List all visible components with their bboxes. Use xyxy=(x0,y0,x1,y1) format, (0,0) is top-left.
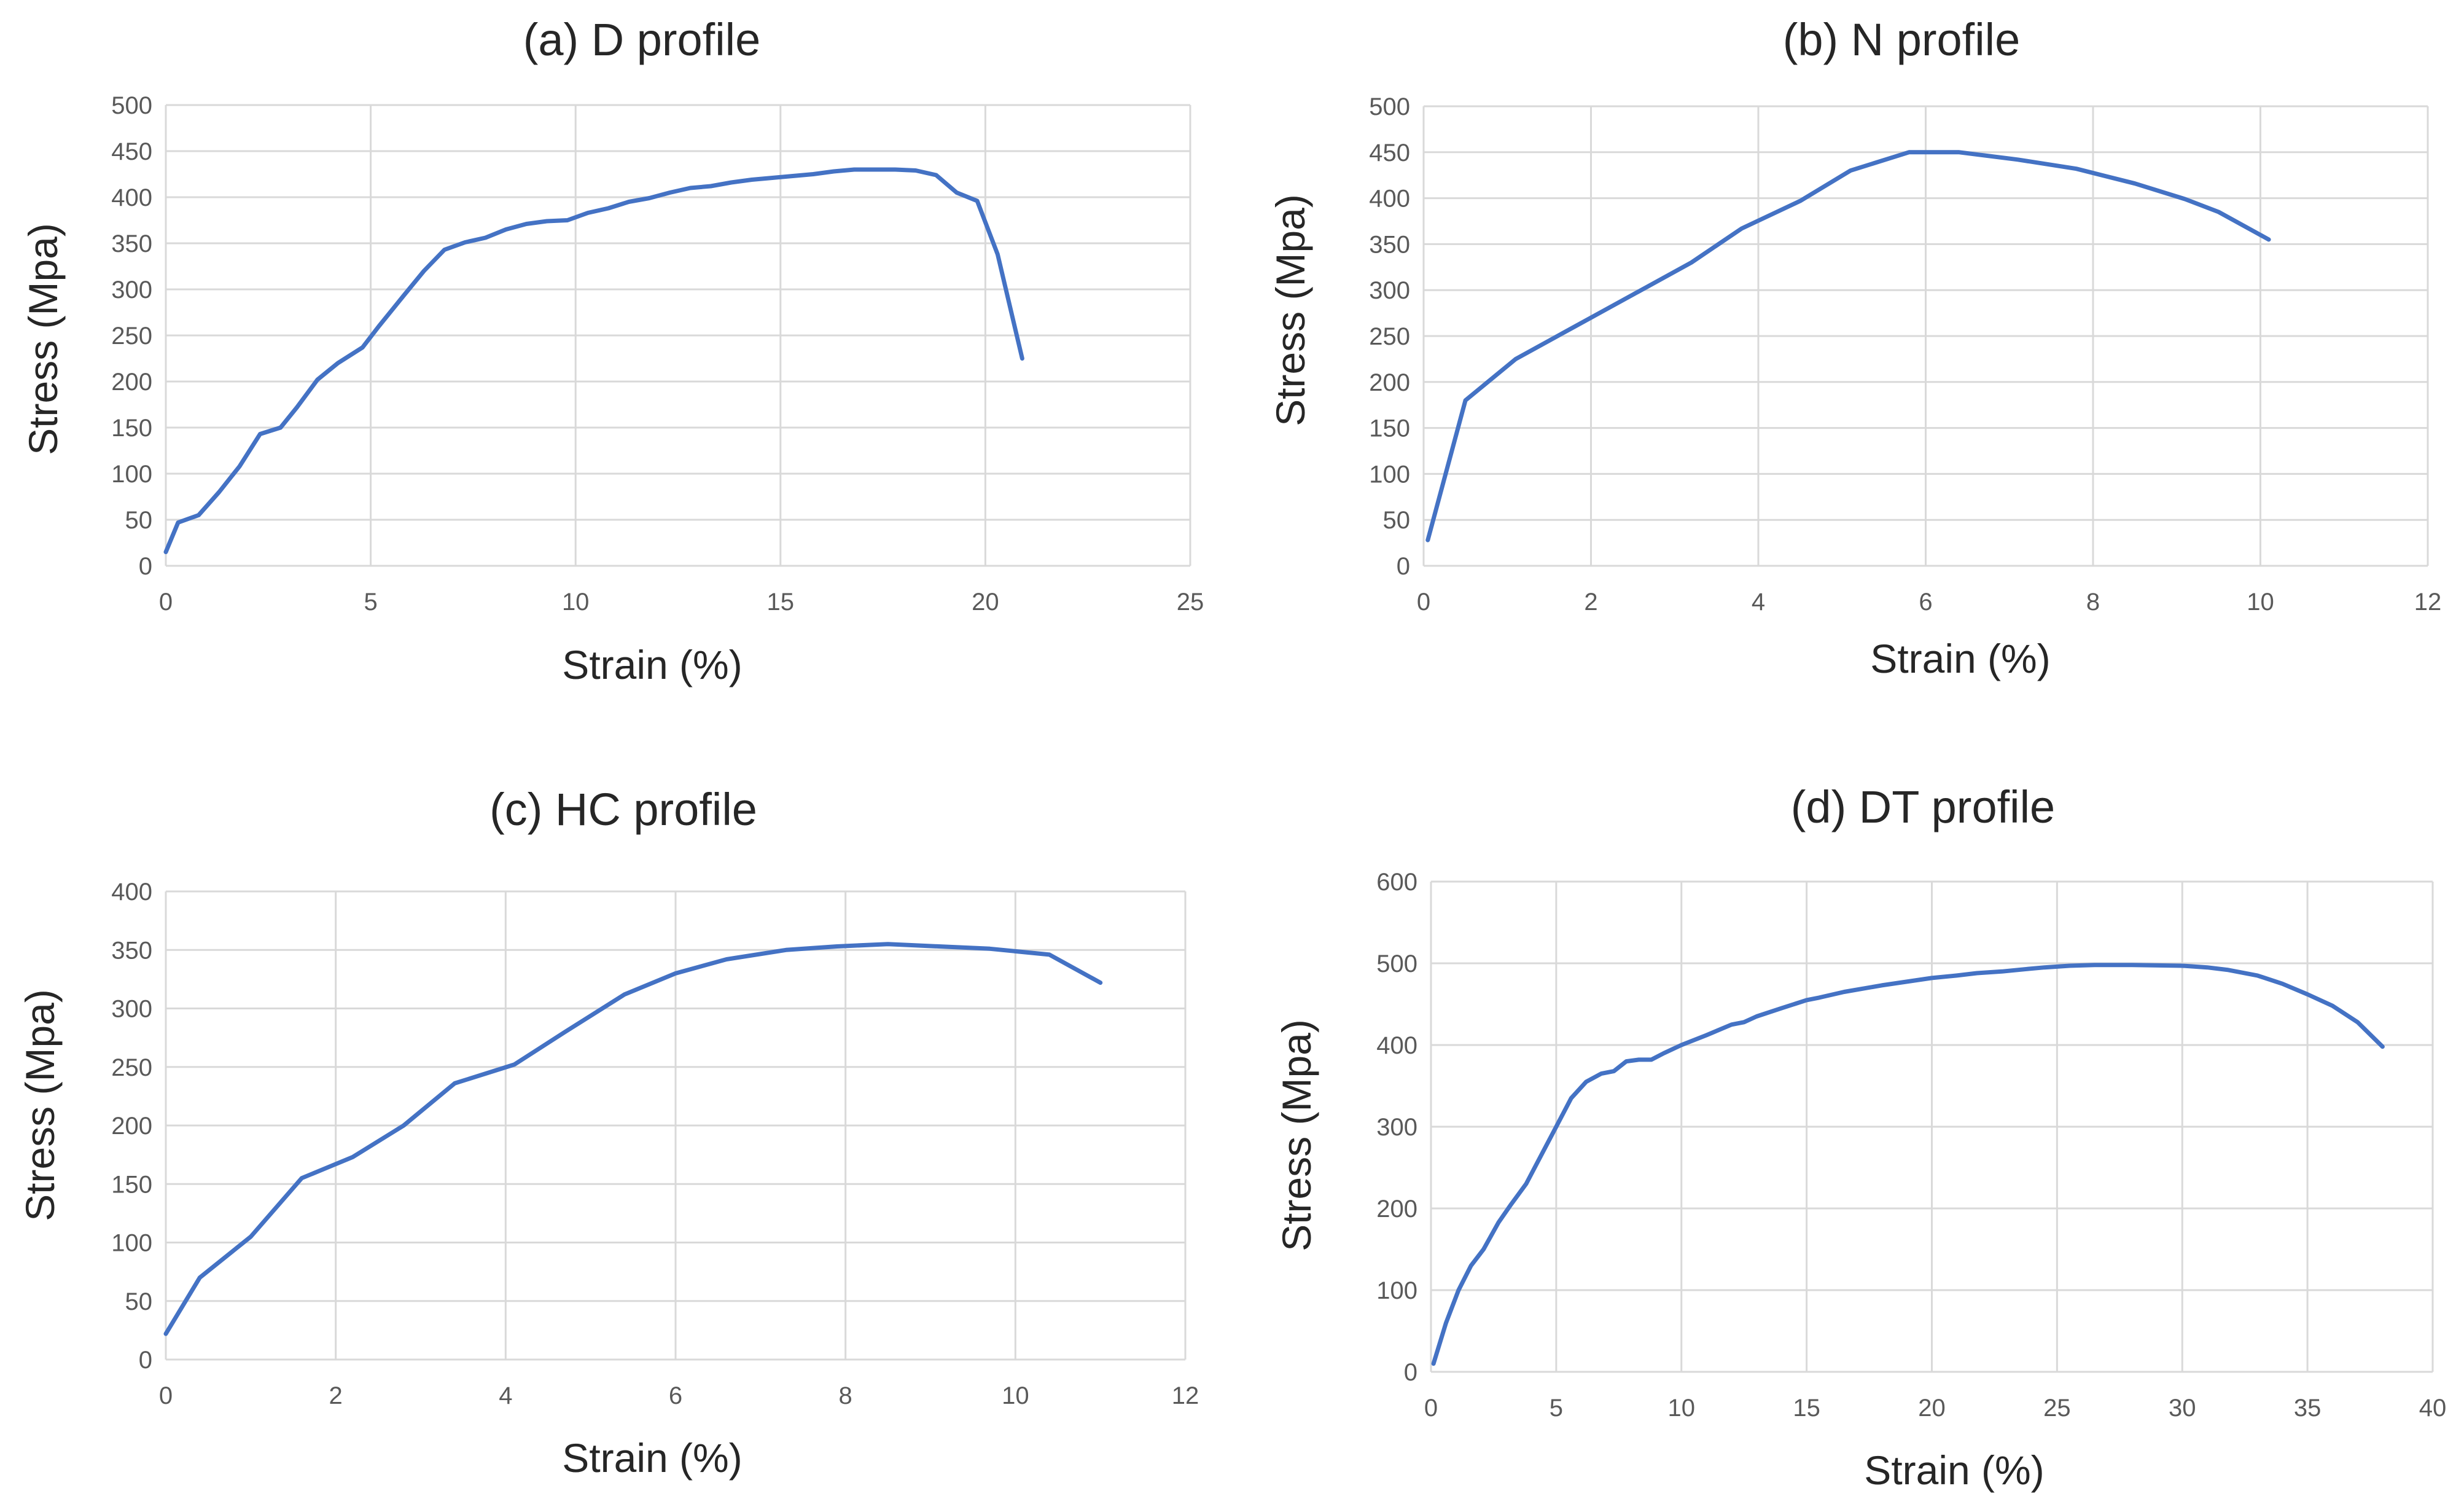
series-line-1 xyxy=(1431,963,2385,1366)
chart-b: (b) N profile Strain (%) Stress (Mpa) 0 5… xyxy=(1268,14,2441,681)
y-axis-label: Stress (Mpa) xyxy=(17,989,63,1221)
x-tick-label: 6 xyxy=(1919,589,1932,616)
y-tick-label: 250 xyxy=(111,1054,152,1081)
x-axis-label: Strain (%) xyxy=(1864,1447,2044,1493)
y-tick-label: 350 xyxy=(111,230,152,257)
y-tick-label: 150 xyxy=(111,1171,152,1198)
y-tick-label: 400 xyxy=(111,879,152,906)
y-tick-label: 350 xyxy=(1369,231,1410,258)
y-tick-label: 450 xyxy=(1369,139,1410,166)
y-axis-label: Stress (Mpa) xyxy=(20,223,66,455)
y-tick-label: 200 xyxy=(1376,1196,1417,1223)
y-tick-label: 300 xyxy=(1376,1114,1417,1141)
chart-title: (d) DT profile xyxy=(1791,781,2055,832)
plot-area: 0 50 100 150 200 250 300 350 400 450 500 0 5 10 15 20 25 xyxy=(111,92,1204,616)
y-tick-label: 400 xyxy=(1369,186,1410,213)
series-line-1 xyxy=(1425,150,2271,542)
chart-title: (c) HC profile xyxy=(489,784,757,835)
x-tick-label: 20 xyxy=(972,589,999,616)
y-axis-label: Stress (Mpa) xyxy=(1274,1019,1319,1251)
y-tick-label: 0 xyxy=(1404,1359,1417,1386)
x-tick-label: 8 xyxy=(839,1382,852,1409)
x-tick-label: 15 xyxy=(1793,1395,1820,1422)
x-tick-label: 35 xyxy=(2294,1395,2322,1422)
plot-area: 0 50 100 150 200 250 300 350 400 0 2 4 6 8 10 12 xyxy=(111,879,1199,1409)
y-tick-label: 200 xyxy=(111,1113,152,1140)
series-line-1 xyxy=(163,167,1024,554)
y-axis-label: Stress (Mpa) xyxy=(1268,194,1313,426)
x-tick-label: 8 xyxy=(2086,589,2100,616)
x-tick-label: 30 xyxy=(2169,1395,2196,1422)
y-tick-label: 0 xyxy=(139,1347,152,1374)
x-tick-label: 4 xyxy=(499,1382,512,1409)
x-tick-label: 10 xyxy=(1668,1395,1696,1422)
x-axis-label: Strain (%) xyxy=(562,642,742,687)
x-tick-label: 10 xyxy=(2247,589,2274,616)
x-tick-label: 2 xyxy=(329,1382,343,1409)
chart-panel-d: (d) DT profile Strain (%) Stress (Mpa) 0… xyxy=(1232,753,2464,1507)
y-tick-label: 100 xyxy=(1376,1277,1417,1304)
x-tick-label: 10 xyxy=(562,589,590,616)
x-tick-label: 0 xyxy=(159,1382,173,1409)
x-tick-label: 25 xyxy=(2043,1395,2071,1422)
chart-title: (a) D profile xyxy=(523,14,761,65)
x-tick-label: 12 xyxy=(1172,1382,1199,1409)
y-tick-label: 250 xyxy=(1369,323,1410,350)
x-tick-label: 5 xyxy=(364,589,377,616)
x-tick-label: 15 xyxy=(767,589,795,616)
y-tick-label: 500 xyxy=(1376,950,1417,977)
x-tick-label: 10 xyxy=(1002,1382,1029,1409)
y-tick-label: 300 xyxy=(1369,277,1410,304)
chart-d: (d) DT profile Strain (%) Stress (Mpa) 0… xyxy=(1274,781,2446,1493)
y-tick-label: 50 xyxy=(125,1288,153,1315)
x-tick-label: 40 xyxy=(2419,1395,2447,1422)
y-tick-label: 50 xyxy=(1383,507,1411,534)
y-tick-label: 150 xyxy=(1369,415,1410,442)
x-tick-label: 0 xyxy=(1417,589,1430,616)
y-tick-label: 50 xyxy=(125,507,153,534)
chart-c: (c) HC profile Strain (%) Stress (Mpa) 0… xyxy=(17,784,1199,1481)
x-axis-label: Strain (%) xyxy=(562,1435,742,1481)
chart-panel-c: (c) HC profile Strain (%) Stress (Mpa) 0… xyxy=(0,753,1232,1507)
y-tick-label: 300 xyxy=(111,996,152,1023)
plot-area: 0 100 200 300 400 500 600 0 5 10 15 20 25 30 35 40 xyxy=(1376,869,2446,1422)
y-tick-label: 350 xyxy=(111,937,152,964)
y-tick-label: 250 xyxy=(111,323,152,350)
y-tick-label: 300 xyxy=(111,276,152,303)
series-line-1 xyxy=(163,942,1103,1336)
y-tick-label: 200 xyxy=(1369,369,1410,396)
x-tick-label: 4 xyxy=(1752,589,1765,616)
y-tick-label: 600 xyxy=(1376,869,1417,896)
y-tick-label: 500 xyxy=(111,92,152,119)
y-tick-label: 500 xyxy=(1369,93,1410,120)
chart-panel-a: (a) D profile Strain (%) Stress (Mpa) 0 5… xyxy=(0,0,1232,753)
y-tick-label: 400 xyxy=(111,184,152,211)
y-tick-label: 450 xyxy=(111,138,152,165)
y-tick-label: 100 xyxy=(111,1230,152,1257)
x-tick-label: 5 xyxy=(1550,1395,1563,1422)
chart-title: (b) N profile xyxy=(1783,14,2021,65)
y-tick-label: 100 xyxy=(111,461,152,488)
x-axis-label: Strain (%) xyxy=(1870,636,2050,681)
x-tick-label: 6 xyxy=(669,1382,682,1409)
y-tick-label: 0 xyxy=(1397,553,1410,580)
x-tick-label: 12 xyxy=(2414,589,2442,616)
x-tick-label: 2 xyxy=(1584,589,1597,616)
chart-a: (a) D profile Strain (%) Stress (Mpa) 0 5… xyxy=(20,14,1204,687)
x-tick-label: 20 xyxy=(1918,1395,1946,1422)
y-tick-label: 0 xyxy=(139,553,152,580)
chart-panel-b: (b) N profile Strain (%) Stress (Mpa) 0 5… xyxy=(1232,0,2464,753)
plot-area: 0 50 100 150 200 250 300 350 400 450 500 0 2 4 6 8 10 12 xyxy=(1369,93,2441,616)
x-tick-label: 25 xyxy=(1177,589,1204,616)
x-tick-label: 0 xyxy=(159,589,173,616)
y-tick-label: 100 xyxy=(1369,461,1410,488)
y-tick-label: 400 xyxy=(1376,1032,1417,1059)
y-tick-label: 150 xyxy=(111,415,152,442)
x-tick-label: 0 xyxy=(1424,1395,1438,1422)
y-tick-label: 200 xyxy=(111,369,152,396)
